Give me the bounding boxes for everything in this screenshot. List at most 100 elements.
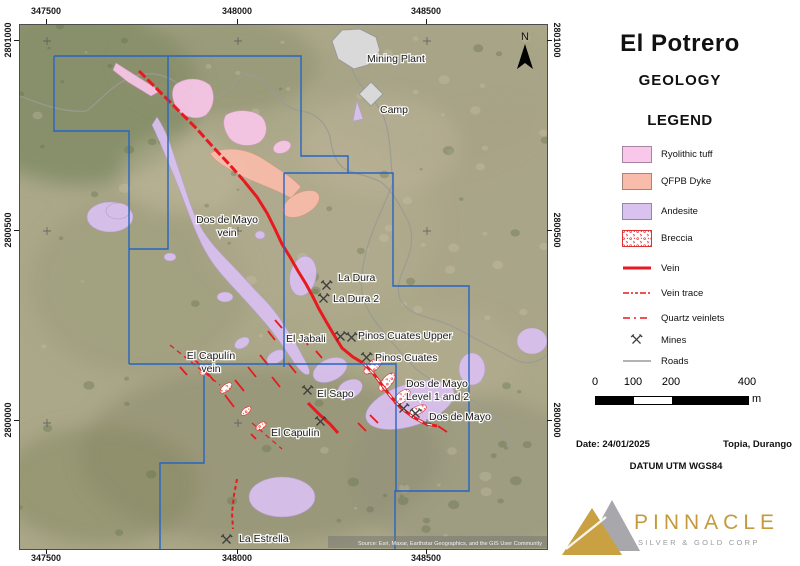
terrain-speckle [84, 51, 88, 54]
terrain-speckle [412, 36, 419, 41]
site-label: Camp [380, 104, 408, 116]
y-axis-label: 2801000 [3, 22, 13, 58]
north-arrow: N [517, 31, 533, 69]
x-axis-label: 348000 [221, 6, 253, 16]
map-canvas: Mining Plant Mining Plant Camp Camp Dos de M… [19, 24, 548, 550]
x-axis-tick [426, 19, 427, 24]
logo-highlight [565, 516, 607, 550]
title-panel: El Potrero GEOLOGY LEGEND Ryolithic tuff… [560, 0, 800, 566]
terrain-speckle [147, 138, 157, 146]
legend-label: Quartz veinlets [661, 312, 725, 324]
terrain-speckle [32, 111, 43, 120]
satellite-terrain [20, 25, 547, 549]
terrain-speckle [495, 51, 503, 57]
date-label: Date: 24/01/2025 [576, 439, 650, 450]
date-row: Date: 24/01/2025 Topia, Durango [576, 439, 792, 450]
legend-item: Vein [622, 261, 797, 275]
terrain-speckle [510, 229, 520, 237]
x-axis-tick [46, 19, 47, 24]
site-label: Dos de Mayo vein [196, 214, 258, 239]
terrain-speckle [280, 40, 285, 44]
terrain-speckle [227, 241, 231, 245]
x-axis-label: 348500 [410, 6, 442, 16]
grid-crosses [43, 37, 431, 427]
site-label: Camp [380, 104, 408, 116]
site-label: Pinos Cuates [375, 352, 437, 364]
legend-swatch-breccia [622, 230, 652, 247]
terrain-speckle [379, 170, 389, 179]
terrain-speckle [191, 300, 200, 307]
page-subtitle: GEOLOGY [638, 72, 722, 89]
legend-swatch-line [622, 286, 652, 300]
legend-swatch-fill [622, 173, 652, 190]
terrain-speckle [397, 496, 409, 506]
y-axis-tick [547, 40, 552, 41]
legend-item: Roads [622, 354, 797, 368]
terrain-speckle [354, 506, 358, 510]
legend-item: Ryolithic tuff [622, 146, 797, 163]
site-label: Mining Plant [367, 53, 425, 65]
terrain-speckle [516, 389, 522, 394]
terrain-speckle [522, 441, 532, 449]
site-label: El Capulín vein [187, 350, 236, 375]
terrain-speckle [540, 136, 547, 144]
site-label: Dos de Mayo [429, 411, 491, 423]
claim-boundary [53, 55, 470, 549]
legend-item: Quartz veinlets [622, 311, 797, 325]
site-label: Dos de Mayo vein [196, 214, 258, 239]
terrain-speckle [58, 236, 64, 240]
terrain-speckle [479, 83, 486, 88]
terrain-speckle [384, 224, 394, 232]
terrain-speckle [47, 46, 51, 50]
legend-label: Mines [661, 334, 687, 346]
legend-swatch-fill [622, 146, 652, 163]
terrain-speckle [118, 183, 131, 193]
site-label: El Capulín [271, 427, 320, 439]
location-label: Topia, Durango [723, 439, 792, 450]
terrain-speckle [236, 188, 240, 191]
terrain-speckle [436, 483, 441, 487]
terrain-speckle [60, 80, 65, 84]
quartz-veinlets [179, 319, 448, 440]
legend-swatch-line [622, 354, 652, 368]
terrain-speckle [347, 477, 359, 487]
terrain-speckle [83, 381, 95, 390]
site-label: Dos de Mayo Level 1 and 2 [406, 378, 469, 403]
site-label: Dos de Mayo [429, 411, 491, 423]
site-label: La Dura 2 [333, 293, 379, 305]
site-label: El Jabali [286, 333, 326, 345]
legend-label: Andesite [661, 206, 698, 217]
x-axis-tick [426, 549, 427, 554]
datum-label: DATUM UTM WGS84 [629, 461, 723, 472]
legend-label: Breccia [661, 233, 693, 244]
road-main [20, 73, 547, 364]
terrain-speckle [484, 315, 491, 321]
terrain-speckle [20, 505, 23, 510]
y-axis-label: 2800000 [3, 402, 13, 438]
vein-trace-upper [137, 69, 246, 182]
road-camp [345, 40, 394, 184]
terrain-speckle [107, 63, 113, 69]
legend-swatch-line [622, 261, 652, 275]
y-axis-tick [547, 420, 552, 421]
quartz-veinlet-line2 [251, 422, 283, 450]
terrain-speckle [320, 446, 329, 454]
terrain-speckle [80, 280, 84, 283]
x-axis-tick [46, 549, 47, 554]
terrain-speckle [383, 49, 393, 57]
terrain-speckle [278, 87, 283, 91]
legend-item: Andesite [622, 203, 797, 220]
terrain-speckle [120, 37, 129, 44]
terrain-speckle [444, 265, 456, 274]
terrain-speckle [459, 197, 464, 201]
legend-title: LEGEND [647, 112, 713, 129]
terrain-speckle [420, 242, 426, 247]
x-axis-tick [237, 19, 238, 24]
x-axis-tick [237, 549, 238, 554]
terrain-speckle [480, 487, 492, 497]
terrain-speckle [378, 234, 390, 243]
scale-unit: m [752, 393, 762, 405]
terrain-speckle [492, 260, 504, 270]
company-logo: PINNACLE SILVER & GOLD CORP [562, 500, 774, 555]
